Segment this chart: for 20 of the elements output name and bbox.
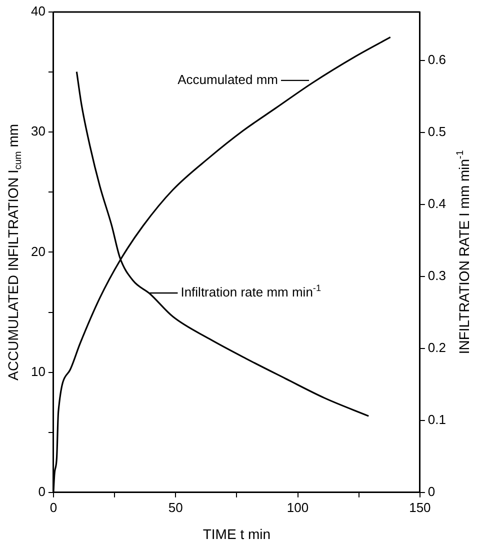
x-axis-title: TIME t min	[202, 526, 271, 542]
y-tick-label: 40	[30, 4, 46, 19]
y2-tick-label: 0.1	[428, 412, 446, 427]
y-tick-label: 20	[30, 244, 46, 259]
y2-tick-label: 0.3	[428, 268, 446, 283]
y-tick-label: 10	[30, 364, 46, 379]
y-tick-label: 30	[30, 124, 46, 139]
y2-axis-title: INFILTRATION RATE I mm min-1	[454, 150, 472, 354]
x-tick-label: 0	[50, 500, 58, 515]
annotation: Accumulated mm	[178, 72, 278, 88]
y2-tick-label: 0.2	[428, 340, 446, 355]
y2-tick-label: 0	[428, 484, 436, 499]
y-axis-title: ACCUMULATED INFILTRATION Icum mm	[4, 124, 24, 380]
x-tick-label: 50	[168, 500, 183, 515]
y2-tick-label: 0.4	[428, 196, 446, 211]
y2-tick-label: 0.6	[428, 52, 446, 67]
y2-tick-label: 0.5	[428, 124, 446, 139]
x-tick-label: 100	[286, 500, 309, 515]
y-tick-label: 0	[38, 484, 46, 499]
x-tick-label: 150	[409, 500, 431, 515]
